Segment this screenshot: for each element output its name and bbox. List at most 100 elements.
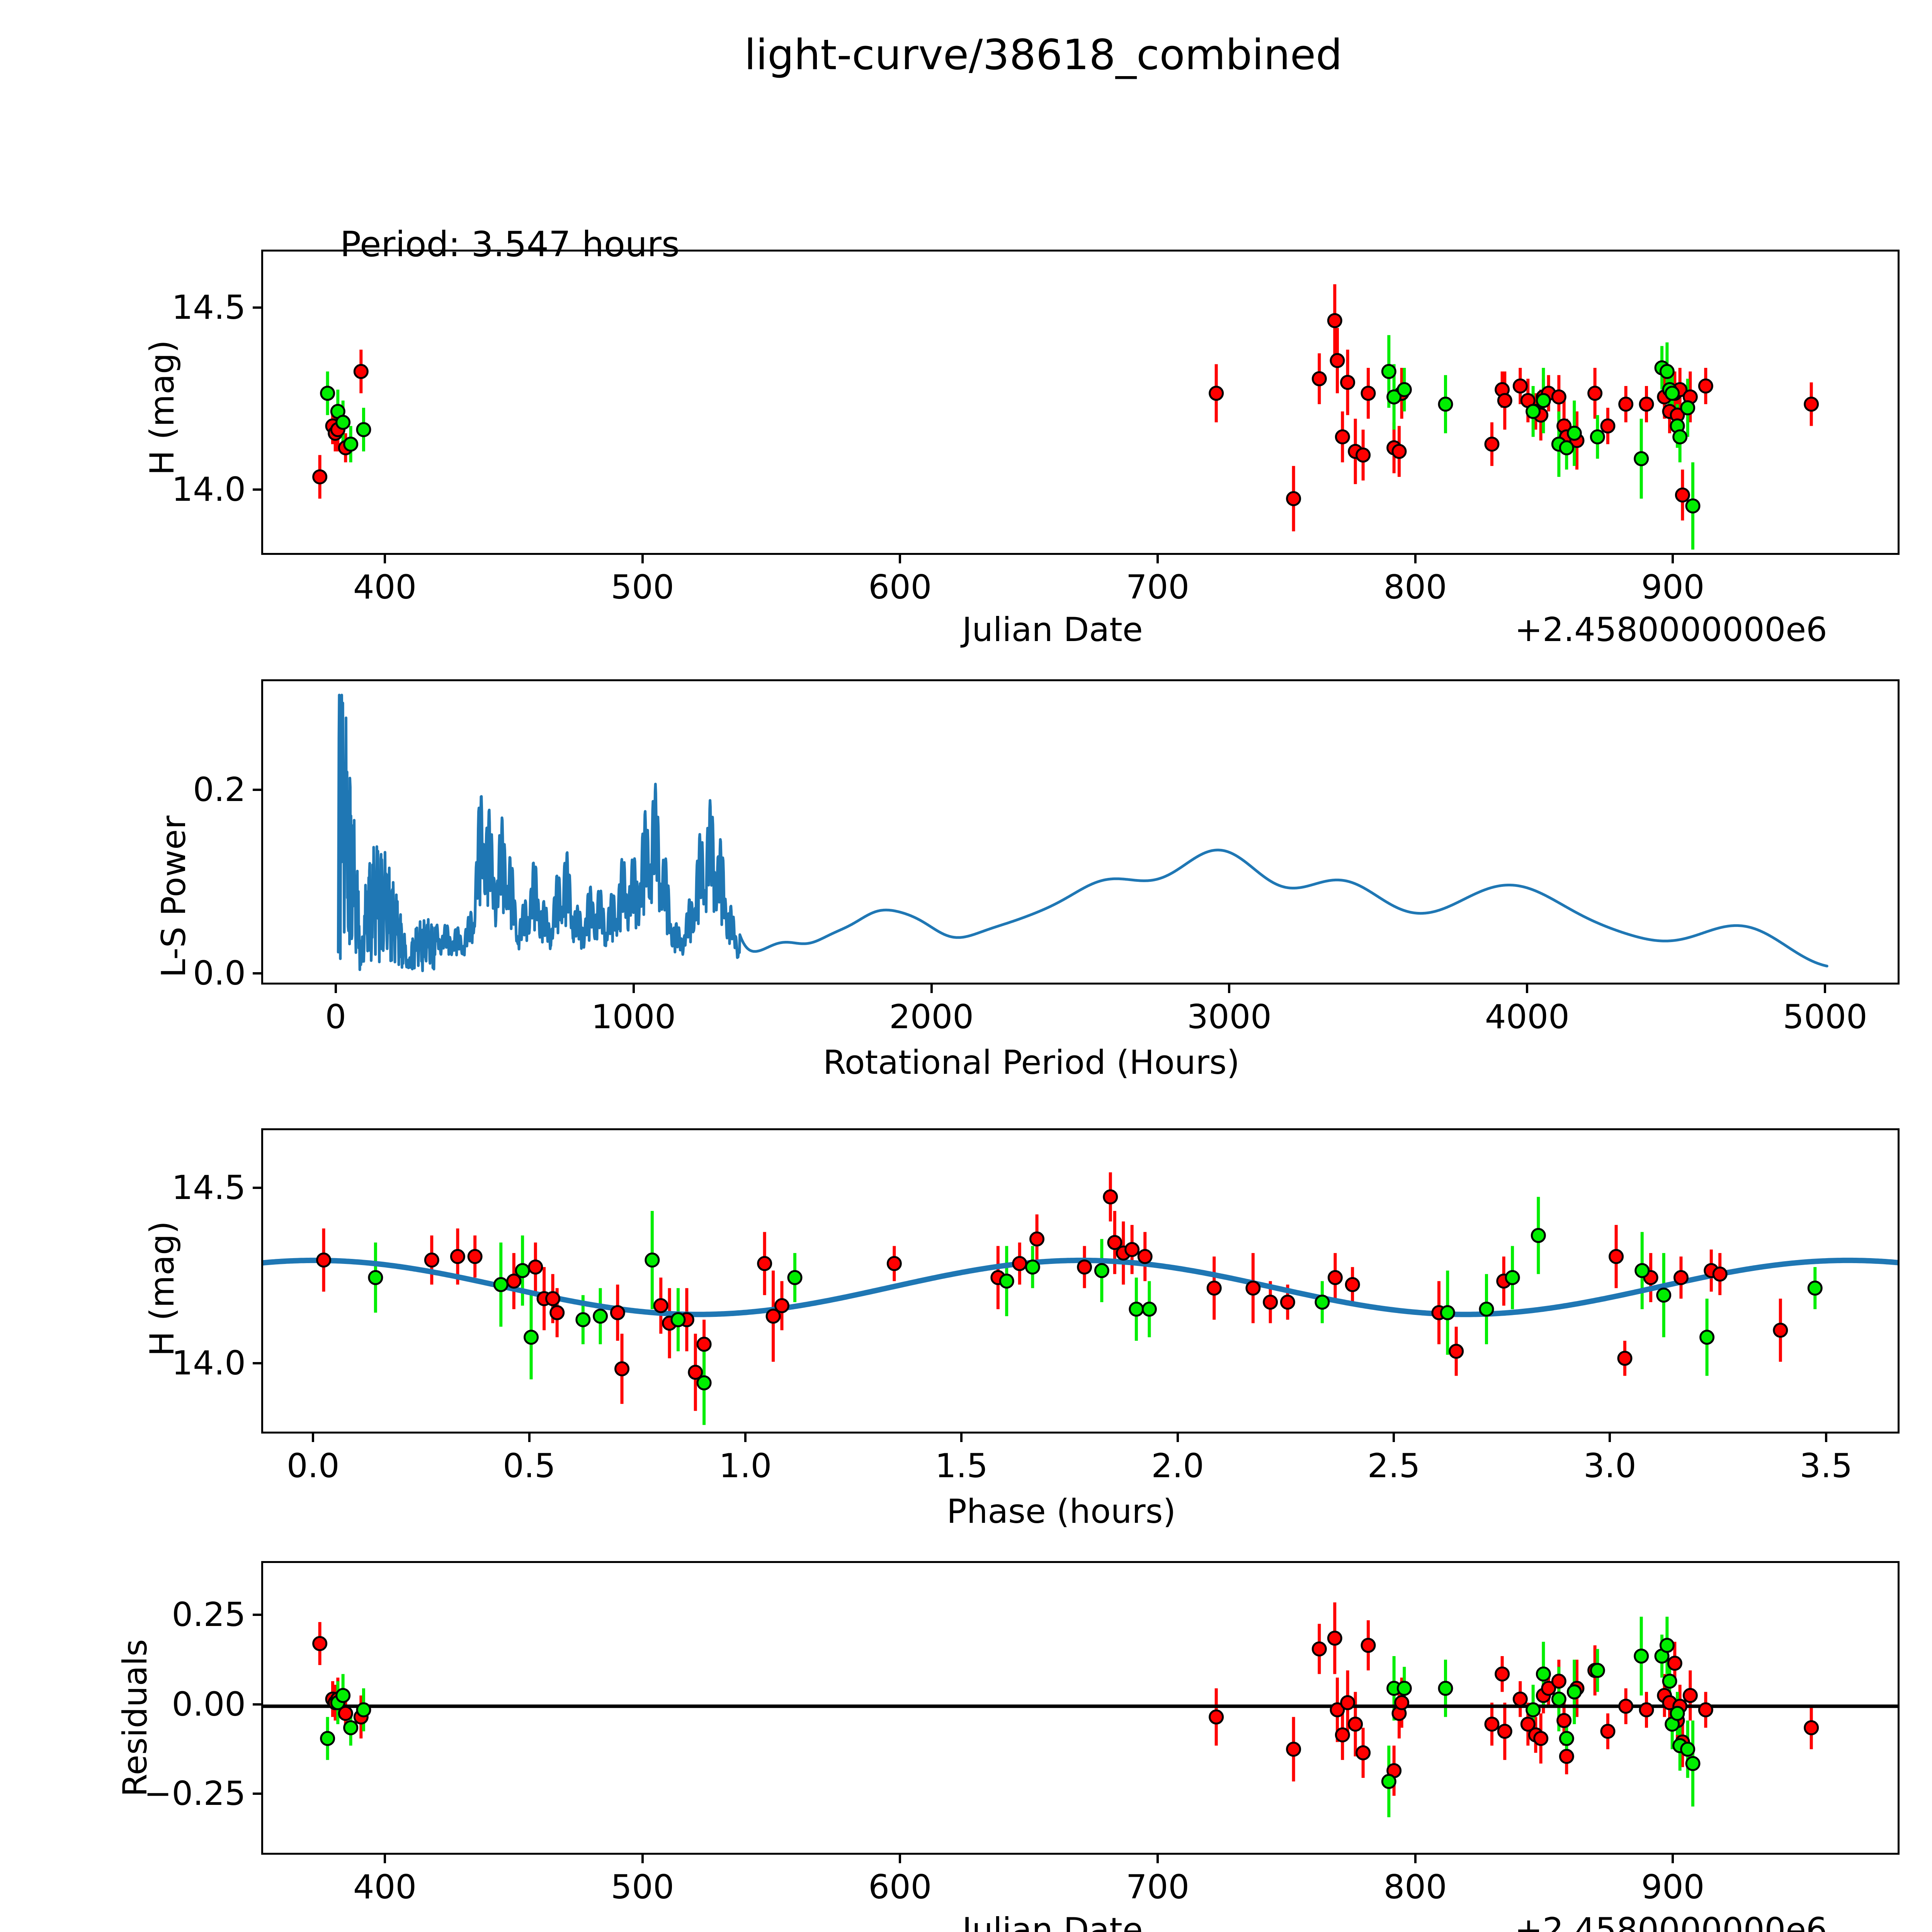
- data-point[interactable]: [424, 1252, 439, 1268]
- data-point[interactable]: [1551, 389, 1566, 405]
- data-point[interactable]: [1685, 498, 1701, 514]
- data-point[interactable]: [1526, 1702, 1541, 1718]
- data-point[interactable]: [1497, 393, 1512, 408]
- data-point[interactable]: [696, 1375, 712, 1391]
- data-point[interactable]: [1327, 1270, 1343, 1285]
- data-point[interactable]: [1531, 1228, 1546, 1243]
- data-point[interactable]: [1590, 1663, 1605, 1678]
- data-point[interactable]: [1609, 1249, 1624, 1264]
- panel2-plot-area[interactable]: [261, 679, 1900, 985]
- data-point[interactable]: [1495, 1666, 1510, 1682]
- data-point[interactable]: [1541, 1680, 1556, 1696]
- data-point[interactable]: [312, 469, 328, 485]
- data-point[interactable]: [368, 1270, 383, 1285]
- data-point[interactable]: [1386, 389, 1402, 405]
- data-point[interactable]: [1440, 1305, 1455, 1320]
- data-point[interactable]: [1682, 1688, 1698, 1703]
- data-point[interactable]: [774, 1298, 789, 1313]
- data-point[interactable]: [575, 1312, 591, 1327]
- data-point[interactable]: [1361, 386, 1376, 401]
- data-point[interactable]: [1600, 1724, 1616, 1739]
- data-point[interactable]: [1566, 425, 1582, 441]
- data-point[interactable]: [1479, 1301, 1494, 1317]
- data-point[interactable]: [1699, 1330, 1715, 1345]
- data-point[interactable]: [1559, 440, 1574, 456]
- data-point[interactable]: [1505, 1270, 1520, 1285]
- data-point[interactable]: [545, 1291, 561, 1306]
- data-point[interactable]: [312, 1636, 328, 1651]
- data-point[interactable]: [1327, 1631, 1342, 1646]
- data-point[interactable]: [1520, 1716, 1536, 1732]
- data-point[interactable]: [645, 1252, 660, 1268]
- data-point[interactable]: [1012, 1256, 1027, 1271]
- data-point[interactable]: [765, 1308, 781, 1324]
- data-point[interactable]: [610, 1305, 625, 1320]
- data-point[interactable]: [1330, 353, 1345, 368]
- data-point[interactable]: [467, 1249, 483, 1264]
- data-point[interactable]: [1617, 1350, 1633, 1366]
- data-point[interactable]: [1536, 1666, 1551, 1682]
- data-point[interactable]: [524, 1330, 539, 1345]
- data-point[interactable]: [1587, 386, 1603, 401]
- data-point[interactable]: [1381, 1774, 1396, 1789]
- data-point[interactable]: [1396, 382, 1412, 397]
- data-point[interactable]: [1559, 1731, 1574, 1746]
- data-point[interactable]: [653, 1298, 668, 1313]
- data-point[interactable]: [1659, 364, 1675, 379]
- data-point[interactable]: [1345, 1277, 1360, 1293]
- data-point[interactable]: [1698, 1702, 1713, 1718]
- data-point[interactable]: [1330, 1702, 1345, 1718]
- data-point[interactable]: [1449, 1344, 1464, 1359]
- data-point[interactable]: [1311, 1641, 1327, 1656]
- data-point[interactable]: [1280, 1294, 1295, 1310]
- data-point[interactable]: [1103, 1189, 1118, 1205]
- data-point[interactable]: [1311, 371, 1327, 386]
- data-point[interactable]: [1394, 1695, 1410, 1710]
- data-point[interactable]: [343, 1720, 359, 1735]
- data-point[interactable]: [614, 1361, 630, 1376]
- data-point[interactable]: [787, 1270, 803, 1285]
- data-point[interactable]: [1025, 1259, 1040, 1275]
- data-point[interactable]: [1804, 1720, 1819, 1735]
- data-point[interactable]: [1381, 364, 1396, 379]
- data-point[interactable]: [688, 1365, 703, 1380]
- data-point[interactable]: [593, 1308, 608, 1324]
- data-point[interactable]: [1659, 1638, 1675, 1653]
- data-point[interactable]: [1618, 396, 1634, 412]
- data-point[interactable]: [1551, 1673, 1566, 1689]
- data-point[interactable]: [757, 1256, 772, 1271]
- data-point[interactable]: [515, 1263, 530, 1278]
- data-point[interactable]: [1391, 444, 1407, 459]
- data-point[interactable]: [1484, 436, 1500, 452]
- data-point[interactable]: [1559, 1748, 1574, 1764]
- data-point[interactable]: [1348, 1716, 1363, 1732]
- data-point[interactable]: [493, 1277, 509, 1293]
- data-point[interactable]: [1551, 1691, 1566, 1707]
- data-point[interactable]: [1137, 1249, 1153, 1264]
- panel4-plot-area[interactable]: [261, 1561, 1900, 1855]
- data-point[interactable]: [1361, 1638, 1376, 1653]
- data-point[interactable]: [1497, 1724, 1512, 1739]
- data-point[interactable]: [1807, 1281, 1823, 1296]
- data-point[interactable]: [1590, 429, 1605, 445]
- data-point[interactable]: [356, 1702, 371, 1718]
- data-point[interactable]: [886, 1256, 902, 1271]
- data-point[interactable]: [1206, 1281, 1222, 1296]
- data-point[interactable]: [353, 364, 369, 379]
- data-point[interactable]: [1396, 1680, 1412, 1696]
- data-point[interactable]: [696, 1337, 712, 1352]
- data-point[interactable]: [1124, 1242, 1140, 1257]
- data-point[interactable]: [1634, 451, 1649, 466]
- data-point[interactable]: [1536, 393, 1551, 408]
- data-point[interactable]: [1438, 1680, 1453, 1696]
- data-point[interactable]: [1335, 429, 1350, 445]
- data-point[interactable]: [1670, 1706, 1685, 1721]
- data-point[interactable]: [1327, 313, 1342, 328]
- data-point[interactable]: [1438, 396, 1453, 412]
- data-point[interactable]: [316, 1252, 332, 1268]
- data-point[interactable]: [1512, 1691, 1528, 1707]
- data-point[interactable]: [1556, 1713, 1572, 1728]
- data-point[interactable]: [1263, 1294, 1278, 1310]
- data-point[interactable]: [1484, 1716, 1500, 1732]
- data-point[interactable]: [1077, 1259, 1092, 1275]
